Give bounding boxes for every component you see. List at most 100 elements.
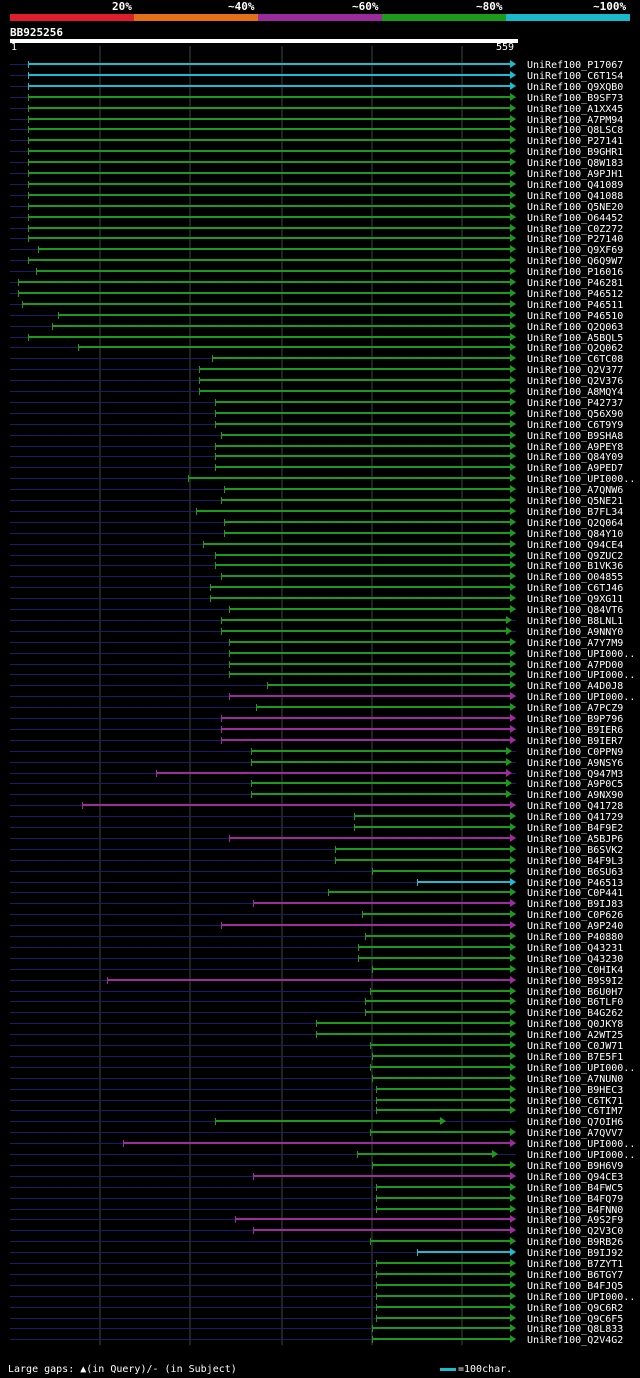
hit-label[interactable]: UniRef100_Q5NE21: [527, 496, 623, 507]
hit-row[interactable]: UniRef100_Q41729: [10, 812, 623, 823]
hit-label[interactable]: UniRef100_C6TC08: [527, 354, 623, 365]
hit-label[interactable]: UniRef100_B4FWC5: [527, 1183, 623, 1194]
hit-bar[interactable]: [365, 1011, 510, 1013]
hit-label[interactable]: UniRef100_B9IJ83: [527, 899, 623, 910]
hit-label[interactable]: UniRef100_A9NSY6: [527, 758, 623, 769]
hit-row[interactable]: UniRef100_C0P626: [10, 910, 623, 921]
hit-row[interactable]: UniRef100_B8LNL1: [10, 616, 623, 627]
hit-label[interactable]: UniRef100_A4D0J8: [527, 681, 623, 692]
hit-bar[interactable]: [224, 488, 510, 490]
hit-label[interactable]: UniRef100_P46510: [527, 311, 623, 322]
hit-label[interactable]: UniRef100_A9S2F9: [527, 1215, 623, 1226]
hit-bar[interactable]: [28, 161, 510, 163]
hit-row[interactable]: UniRef100_UPI000..: [10, 649, 635, 660]
hit-row[interactable]: UniRef100_Q9XQB0: [10, 82, 623, 93]
hit-bar[interactable]: [210, 597, 510, 599]
hit-row[interactable]: UniRef100_B9IJ92: [10, 1248, 623, 1259]
hit-bar[interactable]: [58, 314, 510, 316]
hit-label[interactable]: UniRef100_Q2V3C0: [527, 1226, 623, 1237]
hit-bar[interactable]: [215, 401, 510, 403]
hit-bar[interactable]: [212, 357, 510, 359]
hit-row[interactable]: UniRef100_Q0JKY8: [10, 1019, 623, 1030]
hit-label[interactable]: UniRef100_P40880: [527, 932, 623, 943]
hit-bar[interactable]: [28, 194, 510, 196]
hit-row[interactable]: UniRef100_UPI000..: [10, 1063, 635, 1074]
hit-bar[interactable]: [38, 248, 510, 250]
hit-bar[interactable]: [221, 575, 510, 577]
hit-bar[interactable]: [376, 1317, 510, 1319]
hit-label[interactable]: UniRef100_Q84VT6: [527, 605, 623, 616]
hit-bar[interactable]: [365, 935, 510, 937]
hit-label[interactable]: UniRef100_A8MQY4: [527, 387, 623, 398]
hit-row[interactable]: UniRef100_P46512: [10, 289, 623, 300]
hit-label[interactable]: UniRef100_A7Y7M9: [527, 638, 623, 649]
hit-bar[interactable]: [22, 303, 510, 305]
hit-bar[interactable]: [376, 1197, 510, 1199]
hit-row[interactable]: UniRef100_Q41728: [10, 801, 623, 812]
hit-label[interactable]: UniRef100_B6TLF0: [527, 997, 623, 1008]
hit-row[interactable]: UniRef100_Q8L833: [10, 1324, 623, 1335]
hit-row[interactable]: UniRef100_Q2Q064: [10, 518, 623, 529]
hit-bar[interactable]: [358, 957, 510, 959]
hit-bar[interactable]: [335, 848, 510, 850]
hit-row[interactable]: UniRef100_B6U0H7: [10, 987, 623, 998]
hit-label[interactable]: UniRef100_P46511: [527, 300, 623, 311]
hit-label[interactable]: UniRef100_B4F9E2: [527, 823, 623, 834]
hit-label[interactable]: UniRef100_Q94CE3: [527, 1172, 623, 1183]
hit-bar[interactable]: [251, 750, 506, 752]
hit-row[interactable]: UniRef100_A9NX90: [10, 790, 623, 801]
hit-row[interactable]: UniRef100_C0JW71: [10, 1041, 623, 1052]
hit-row[interactable]: UniRef100_B4F9E2: [10, 823, 623, 834]
hit-label[interactable]: UniRef100_B6SU63: [527, 867, 623, 878]
hit-bar[interactable]: [229, 695, 510, 697]
hit-bar[interactable]: [215, 1120, 440, 1122]
hit-bar[interactable]: [370, 1044, 510, 1046]
hit-label[interactable]: UniRef100_B4G262: [527, 1008, 623, 1019]
hit-label[interactable]: UniRef100_B9HEC3: [527, 1085, 623, 1096]
hit-row[interactable]: UniRef100_O64452: [10, 213, 623, 224]
hit-row[interactable]: UniRef100_P46510: [10, 311, 623, 322]
hit-row[interactable]: UniRef100_Q84Y10: [10, 529, 623, 540]
hit-bar[interactable]: [199, 368, 510, 370]
hit-bar[interactable]: [28, 237, 510, 239]
hit-row[interactable]: UniRef100_C0Z272: [10, 224, 623, 235]
hit-row[interactable]: UniRef100_A7NUN0: [10, 1074, 623, 1085]
hit-bar[interactable]: [253, 1229, 510, 1231]
hit-bar[interactable]: [28, 85, 510, 87]
hit-row[interactable]: UniRef100_A9PJH1: [10, 169, 623, 180]
hit-label[interactable]: UniRef100_C6TK71: [527, 1096, 623, 1107]
hit-bar[interactable]: [188, 477, 510, 479]
hit-bar[interactable]: [210, 586, 510, 588]
hit-label[interactable]: UniRef100_B7FL34: [527, 507, 623, 518]
hit-row[interactable]: UniRef100_A8MQY4: [10, 387, 623, 398]
hit-row[interactable]: UniRef100_Q6Q9W7: [10, 256, 623, 267]
hit-row[interactable]: UniRef100_A9PEY8: [10, 442, 623, 453]
hit-label[interactable]: UniRef100_B6SVK2: [527, 845, 623, 856]
hit-row[interactable]: UniRef100_Q5NE20: [10, 202, 623, 213]
hit-bar[interactable]: [316, 1022, 510, 1024]
hit-label[interactable]: UniRef100_B4FJQ5: [527, 1281, 623, 1292]
hit-row[interactable]: UniRef100_A9NSY6: [10, 758, 623, 769]
hit-row[interactable]: UniRef100_B7FL34: [10, 507, 623, 518]
hit-label[interactable]: UniRef100_UPI000..: [527, 1063, 635, 1074]
hit-row[interactable]: UniRef100_A9P0C5: [10, 779, 623, 790]
hit-bar[interactable]: [417, 1251, 510, 1253]
hit-bar[interactable]: [28, 63, 510, 65]
hit-label[interactable]: UniRef100_P46513: [527, 878, 623, 889]
hit-row[interactable]: UniRef100_Q9C6R2: [10, 1303, 623, 1314]
hit-bar[interactable]: [372, 870, 510, 872]
hit-label[interactable]: UniRef100_O04855: [527, 572, 623, 583]
hit-bar[interactable]: [365, 1000, 510, 1002]
hit-row[interactable]: UniRef100_P40880: [10, 932, 623, 943]
hit-label[interactable]: UniRef100_Q41088: [527, 191, 623, 202]
hit-bar[interactable]: [316, 1033, 510, 1035]
hit-label[interactable]: UniRef100_B9IJ92: [527, 1248, 623, 1259]
hit-row[interactable]: UniRef100_Q56X90: [10, 409, 623, 420]
hit-row[interactable]: UniRef100_A9NNY0: [10, 627, 623, 638]
hit-label[interactable]: UniRef100_A7PM94: [527, 115, 623, 126]
hit-label[interactable]: UniRef100_C0HIK4: [527, 965, 623, 976]
hit-row[interactable]: UniRef100_B9SF73: [10, 93, 623, 104]
hit-label[interactable]: UniRef100_A7QNW6: [527, 485, 623, 496]
hit-bar[interactable]: [229, 608, 510, 610]
hit-row[interactable]: UniRef100_Q7OIH6: [10, 1117, 623, 1128]
